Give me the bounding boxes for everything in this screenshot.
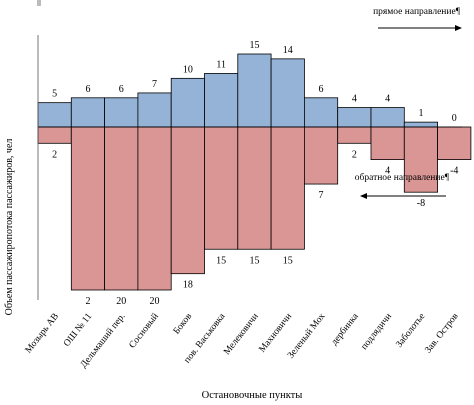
bar-reverse [237, 126, 272, 250]
data-label-reverse: -4 [450, 166, 458, 177]
data-label-forward: 0 [452, 113, 457, 124]
bar-reverse [370, 126, 405, 160]
bar-reverse [37, 126, 72, 144]
data-label-reverse: 2 [352, 149, 357, 160]
data-label-reverse: -8 [417, 198, 425, 209]
bar-forward [104, 97, 139, 128]
bar-forward [337, 107, 372, 128]
data-label-forward: 4 [352, 94, 357, 105]
reverse-direction-bars [37, 126, 472, 291]
bar-forward [370, 107, 405, 128]
data-labels: 5 2 6 2 6 20 7 20 10 18 11 15 15 15 14 15 6 7 4 2 4 4 1 -8 0 -4 [52, 40, 458, 307]
legend-reverse-label: обратное направление¶ [355, 172, 450, 183]
bar-forward [37, 102, 72, 128]
data-label-forward: 7 [152, 79, 157, 90]
bar-forward [237, 53, 272, 128]
bar-reverse [303, 126, 339, 185]
x-tick-label: дербинка [329, 310, 361, 347]
data-label-reverse: 20 [116, 296, 126, 307]
x-tick-label: подлядичи [359, 312, 394, 352]
data-label-reverse: 15 [249, 255, 259, 266]
x-tick-label: Зав. Остров [423, 311, 460, 355]
legend-forward-label: прямое направление¶ [373, 7, 461, 17]
bar-forward [137, 92, 172, 128]
data-label-forward: 5 [52, 89, 57, 100]
arrow-right-head-icon [455, 25, 462, 31]
y-axis-label: Объем пассажиропотока пассажиров, чел [4, 139, 15, 316]
forward-direction-bars [37, 53, 438, 128]
x-tick-label: Боков [172, 311, 195, 336]
bar-forward [170, 77, 205, 128]
bar-reverse [204, 126, 239, 250]
bar-forward [204, 73, 239, 128]
data-label-reverse: 20 [150, 296, 160, 307]
data-label-reverse: 18 [183, 280, 193, 291]
x-tick-label: ОШ № 11 [62, 311, 94, 348]
x-tick-label: Махновичи [257, 312, 294, 355]
data-label-forward: 6 [319, 84, 324, 95]
x-tick-label: Сосновый [127, 311, 161, 350]
bar-reverse [270, 126, 305, 250]
bar-reverse [170, 126, 205, 275]
data-label-forward: 10 [183, 64, 193, 75]
data-label-reverse: 2 [52, 149, 57, 160]
x-tick-label: Мозырь АВ [24, 312, 61, 356]
x-tick-label: Заболотье [394, 311, 428, 350]
bar-reverse [137, 126, 172, 291]
bar-reverse [437, 126, 472, 160]
data-label-forward: 4 [385, 94, 390, 105]
bar-forward [303, 97, 339, 128]
legend-reverse: обратное направление¶ [355, 172, 450, 199]
legend-forward: прямое направление¶ [373, 7, 462, 31]
data-label-reverse: 15 [283, 255, 293, 266]
data-label-reverse: 2 [85, 296, 90, 307]
data-label-reverse: 4 [385, 166, 390, 177]
data-label-forward: 6 [85, 84, 90, 95]
bar-reverse [337, 126, 372, 144]
x-tick-label: Мелековичи [222, 312, 261, 357]
data-label-forward: 15 [249, 40, 259, 51]
data-label-reverse: 7 [319, 190, 324, 201]
data-label-reverse: 15 [216, 255, 226, 266]
data-label-forward: 14 [283, 45, 293, 56]
bar-reverse [403, 126, 438, 193]
data-label-forward: 1 [418, 108, 423, 119]
data-label-forward: 6 [119, 84, 124, 95]
arrow-left-head-icon [360, 193, 367, 199]
data-label-forward: 11 [216, 59, 226, 70]
bar-forward [403, 121, 438, 128]
bar-forward [270, 58, 305, 128]
x-axis-label: Остановочные пункты [202, 390, 303, 401]
bar-forward [70, 97, 106, 128]
bar-reverse [104, 126, 139, 291]
bar-reverse [70, 126, 106, 291]
